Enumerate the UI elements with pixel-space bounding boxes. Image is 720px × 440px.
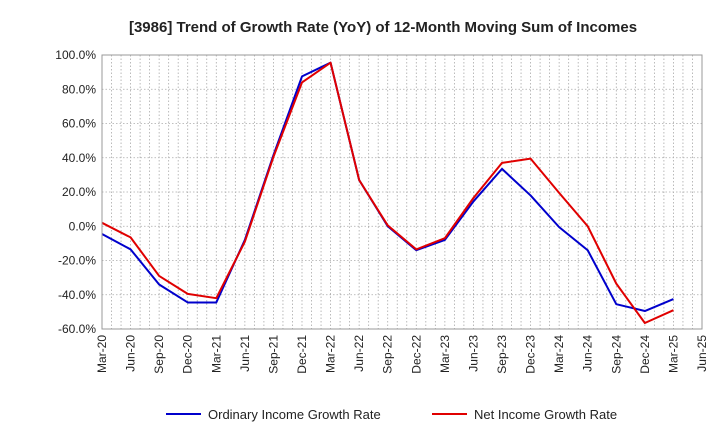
x-tick-label: Jun-22 [352,335,366,372]
x-tick-label: Dec-24 [638,335,652,374]
y-tick-label: 40.0% [62,151,96,165]
y-tick-label: 80.0% [62,82,96,96]
legend-label-net: Net Income Growth Rate [474,407,617,422]
y-tick-label: -40.0% [58,288,96,302]
y-tick-label: 20.0% [62,185,96,199]
legend: Ordinary Income Growth Rate Net Income G… [166,407,617,422]
series-lines [101,61,674,325]
x-tick-label: Sep-21 [266,335,280,374]
x-tick-label: Dec-23 [524,335,538,374]
y-tick-label: 0.0% [69,219,97,233]
x-tick-label: Mar-24 [552,335,566,373]
x-tick-label: Dec-22 [409,335,423,374]
x-tick-label: Sep-20 [152,335,166,374]
x-tick-label: Mar-25 [666,335,680,373]
x-axis-ticks: Mar-20 Jun-20 Sep-20 Dec-20 Mar-21 Jun-21 Sep-… [95,335,709,374]
x-tick-label: Mar-23 [438,335,452,373]
x-tick-label: Mar-20 [95,335,109,373]
x-tick-label: Sep-24 [609,335,623,374]
series-line-net-income [101,61,674,325]
plot-frame [101,54,703,330]
y-tick-label: 60.0% [62,117,96,131]
x-tick-label: Sep-23 [495,335,509,374]
legend-label-ordinary: Ordinary Income Growth Rate [208,407,381,422]
x-tick-label: Sep-22 [381,335,395,374]
y-tick-label: -60.0% [58,322,96,336]
x-tick-label: Jun-25 [695,335,709,372]
x-tick-label: Mar-22 [324,335,338,373]
x-tick-label: Jun-20 [124,335,138,372]
chart-title: [3986] Trend of Growth Rate (YoY) of 12-… [129,19,637,36]
x-tick-label: Dec-20 [181,335,195,374]
x-tick-label: Mar-21 [209,335,223,373]
y-axis-ticks: 100.0% 80.0% 60.0% 40.0% 20.0% 0.0% -20.0% -40.… [55,48,96,336]
y-tick-label: -20.0% [58,254,96,268]
grid [101,54,702,330]
series-line-ordinary-income [101,61,674,313]
x-tick-label: Jun-24 [581,335,595,372]
x-tick-label: Dec-21 [295,335,309,374]
y-tick-label: 100.0% [55,48,96,62]
x-tick-label: Jun-23 [466,335,480,372]
x-tick-label: Jun-21 [238,335,252,372]
